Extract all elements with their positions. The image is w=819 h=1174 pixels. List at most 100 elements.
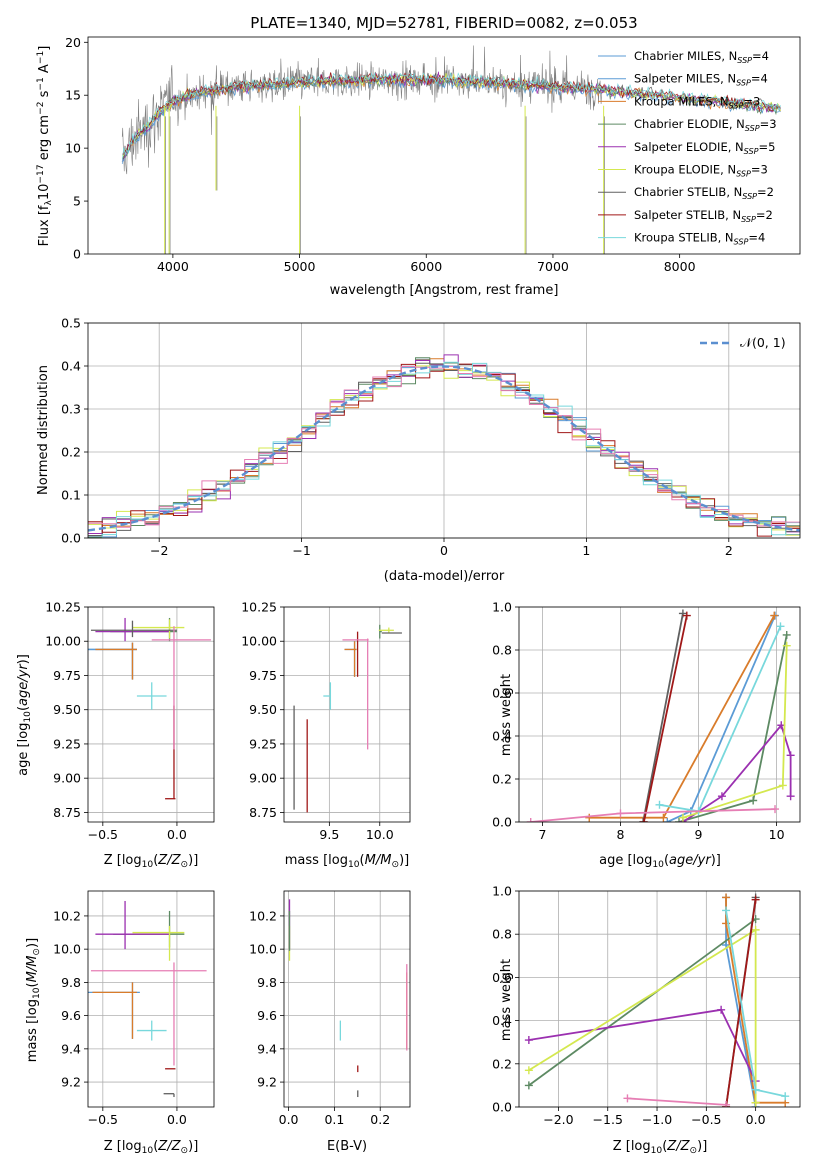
weight-marker xyxy=(749,796,758,805)
tick-label-x: −0.5 xyxy=(691,1112,721,1127)
tick-label-y: 9.25 xyxy=(53,736,81,751)
tick-label-y: 9.4 xyxy=(61,1041,81,1056)
x-axis-label: Z [log10(Z/Z⊙)] xyxy=(104,853,199,870)
weight-marker xyxy=(751,1085,760,1094)
tick-label-x: 0.2 xyxy=(370,1112,390,1127)
tick-label-x: 0 xyxy=(440,543,448,558)
weight-marker xyxy=(616,809,625,818)
tick-label-x: 5000 xyxy=(284,259,316,274)
axes-mass_vs_ebv: 0.0 0.1 0.2 9.2 9.4 9.6 9.8 10.0 10.2 xyxy=(249,890,411,1127)
y-axis-label: Flux [fλ10−17 erg cm−2 s−1 A−1] xyxy=(36,46,54,247)
tick-label-y: 0.6 xyxy=(492,970,512,985)
tick-label-y: 5 xyxy=(73,194,81,209)
axes-spectrum: 4000 5000 6000 7000 8000 0 5 10 15 20 xyxy=(65,35,801,274)
axes-frame xyxy=(518,606,801,823)
tick-label-y: 0.8 xyxy=(492,927,512,942)
weight-marker xyxy=(722,906,731,915)
tick-label-y: 9.50 xyxy=(53,702,81,717)
weight-marker xyxy=(663,818,672,822)
weight-line xyxy=(528,928,757,1103)
histogram-step xyxy=(88,363,800,537)
model-spectrum xyxy=(121,72,781,162)
tick-label-y: 0.0 xyxy=(492,1100,512,1115)
tick-label-x: 8000 xyxy=(664,259,696,274)
tick-label-y: 10 xyxy=(65,141,81,156)
y-axis-label: Normed distribution xyxy=(36,365,51,495)
weight-marker xyxy=(782,630,791,639)
tick-label-y: 9.00 xyxy=(53,771,81,786)
chart-title: PLATE=1340, MJD=52781, FIBERID=0082, z=0… xyxy=(250,14,637,32)
y-axis-label: mass weight xyxy=(499,674,514,756)
legend-entry: Kroupa MILES, NSSP=3 xyxy=(634,94,760,110)
tick-label-x: −2.0 xyxy=(543,1112,573,1127)
weight-line xyxy=(678,634,788,822)
tick-label-y: 15 xyxy=(65,88,81,103)
tick-label-y: 0.2 xyxy=(492,1056,512,1071)
tick-label-y: 10.2 xyxy=(249,908,277,923)
tick-label-y: 10.25 xyxy=(45,600,81,615)
tick-label-x: 6000 xyxy=(410,259,442,274)
legend: Chabrier MILES, NSSP=4 Salpeter MILES, NS… xyxy=(598,49,777,247)
axes-frame xyxy=(283,606,411,823)
axes-weight_vs_Z: −2.0 −1.5 −1.0 −0.5 0.0 0.0 0.2 0.4 0.6 0.8 1.0 xyxy=(492,884,801,1127)
axes-residuals: −2 −1 0 1 2 0.0 0.1 0.2 0.3 0.4 0.5 xyxy=(61,316,801,558)
tick-label-y: 9.8 xyxy=(257,975,277,990)
weight-line xyxy=(643,615,688,822)
tick-label-y: 8.75 xyxy=(53,805,81,820)
axes-age_vs_Z: −0.5 0.0 8.75 9.00 9.25 9.50 9.75 10.00 10.25 xyxy=(45,600,215,842)
tick-label-x: 7 xyxy=(538,827,546,842)
tick-label-y: 9.00 xyxy=(249,771,277,786)
tick-label-x: −1 xyxy=(292,543,310,558)
tick-label-y: 9.6 xyxy=(61,1008,81,1023)
weight-marker xyxy=(682,611,691,620)
normal-curve xyxy=(88,365,800,532)
weight-marker xyxy=(717,1005,726,1014)
tick-label-x: 0.0 xyxy=(167,827,187,842)
legend-entry: Kroupa ELODIE, NSSP=3 xyxy=(634,163,768,179)
y-axis-label: age [log10(age/yr)] xyxy=(16,654,33,776)
weight-marker xyxy=(722,1100,731,1107)
model-spectrum xyxy=(122,72,781,155)
tick-label-y: 9.2 xyxy=(61,1075,81,1090)
histogram-step xyxy=(88,361,800,538)
axes-age_vs_mass: 9.5 10.0 8.75 9.00 9.25 9.50 9.75 10.00 10.25 xyxy=(241,600,411,842)
legend-entry: Salpeter MILES, NSSP=4 xyxy=(634,72,768,88)
weight-marker xyxy=(771,805,780,814)
weight-line xyxy=(589,615,776,819)
weight-marker xyxy=(639,818,648,822)
tick-label-x: −0.5 xyxy=(88,827,118,842)
weight-marker xyxy=(526,818,535,822)
legend-entry: Chabrier STELIB, NSSP=2 xyxy=(634,185,774,201)
weight-line xyxy=(528,918,757,1087)
tick-label-y: 9.75 xyxy=(53,668,81,683)
weight-marker xyxy=(782,641,791,650)
weight-marker xyxy=(639,818,648,822)
plot-area xyxy=(88,617,212,800)
legend-entry: 𝒩(0, 1) xyxy=(740,335,786,350)
plot-area xyxy=(526,609,795,822)
weight-marker xyxy=(717,792,726,801)
tick-label-y: 10.00 xyxy=(45,634,81,649)
weight-line xyxy=(627,1097,727,1106)
tick-label-x: 2 xyxy=(725,543,733,558)
plot-area xyxy=(88,354,800,538)
weight-line xyxy=(642,613,684,822)
tick-label-y: 0.2 xyxy=(492,772,512,787)
tick-label-x: 10 xyxy=(769,827,785,842)
weight-marker xyxy=(675,818,684,822)
tick-label-y: 0.4 xyxy=(492,1013,512,1028)
tick-label-y: 0.0 xyxy=(492,815,512,830)
tick-label-y: 10.00 xyxy=(241,634,277,649)
data-spectrum xyxy=(121,45,604,175)
tick-label-y: 10.2 xyxy=(53,908,81,923)
weight-marker xyxy=(776,622,785,631)
tick-label-y: 9.75 xyxy=(249,668,277,683)
tick-label-y: 10.0 xyxy=(249,942,277,957)
x-axis-label: E(B-V) xyxy=(327,1139,367,1154)
tick-label-y: 20 xyxy=(65,35,81,50)
tick-label-y: 0.3 xyxy=(61,402,81,417)
tick-label-y: 0.5 xyxy=(61,316,81,331)
axes-frame xyxy=(87,890,215,1108)
